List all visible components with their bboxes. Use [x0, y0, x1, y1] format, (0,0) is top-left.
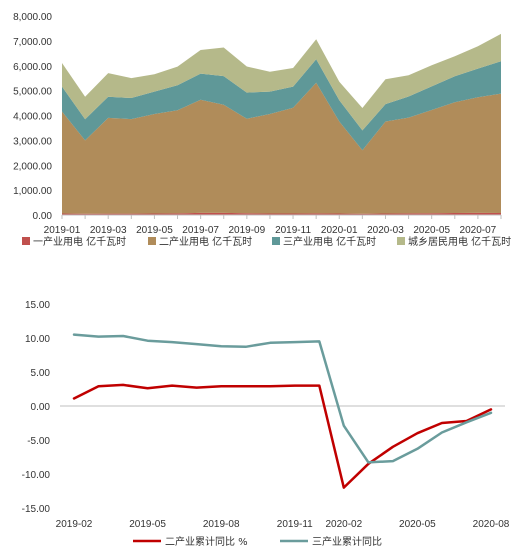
- y-tick-label: 3,000.00: [13, 136, 52, 147]
- y-tick-label: 6,000.00: [13, 62, 52, 73]
- y-tick-label: 7,000.00: [13, 37, 52, 48]
- y-tick-label: 15.00: [25, 300, 50, 311]
- area-series-4: [62, 33, 501, 131]
- legend-swatch: [272, 237, 280, 245]
- x-tick-label: 2019-03: [90, 225, 127, 236]
- area-series-1: [62, 212, 501, 215]
- x-tick-label: 2019-09: [228, 225, 265, 236]
- line-chart-legend: 二产业累计同比 % 三产业累计同比: [133, 535, 382, 548]
- yoy-line-chart: 15.00 10.00 5.00 0.00 -5.00 -10.00 -15.00 2019-…: [22, 300, 510, 530]
- x-tick-label: 2020-05: [413, 225, 450, 236]
- x-tick-label: 2019-11: [277, 519, 313, 530]
- line-series-1: [72, 383, 493, 489]
- x-tick-label: 2019-05: [129, 519, 166, 530]
- area-series-3: [62, 59, 501, 151]
- y-tick-label: 0.00: [33, 211, 53, 222]
- y-tick-label: 2,000.00: [13, 161, 52, 172]
- y-tick-label: 1,000.00: [13, 186, 52, 197]
- x-tick-label: 2020-03: [367, 225, 404, 236]
- x-tick-label: 2020-02: [325, 519, 362, 530]
- legend-label: 三产业用电 亿千瓦时: [283, 235, 376, 248]
- legend-label: 二产业用电 亿千瓦时: [159, 235, 252, 248]
- x-tick-label: 2020-01: [321, 225, 358, 236]
- line-series-2: [72, 333, 493, 464]
- x-tick-label: 2020-05: [399, 519, 436, 530]
- y-tick-label: 0.00: [31, 402, 51, 413]
- x-tick-label: 2019-01: [44, 225, 81, 236]
- legend-label: 一产业用电 亿千瓦时: [33, 235, 126, 248]
- legend-label: 城乡居民用电 亿千瓦时: [408, 235, 511, 248]
- legend-swatch: [397, 237, 405, 245]
- x-tick-label: 2019-11: [275, 225, 311, 236]
- legend-swatch: [148, 237, 156, 245]
- y-tick-label: -10.00: [22, 470, 51, 481]
- legend-label: 二产业累计同比 %: [165, 535, 248, 548]
- legend-swatch: [22, 237, 30, 245]
- y-tick-label: 5,000.00: [13, 87, 52, 98]
- y-tick-label: 8,000.00: [13, 12, 52, 23]
- x-tick-label: 2019-05: [136, 225, 173, 236]
- legend-label: 三产业累计同比: [312, 535, 382, 548]
- x-tick-label: 2019-02: [56, 519, 93, 530]
- x-tick-label: 2020-07: [460, 225, 497, 236]
- y-tick-label: -15.00: [22, 504, 51, 515]
- y-tick-label: 5.00: [31, 368, 51, 379]
- area-chart-legend: 一产业用电 亿千瓦时 二产业用电 亿千瓦时 三产业用电 亿千瓦时 城乡居民用电 亿千瓦…: [22, 235, 511, 248]
- y-tick-label: -5.00: [27, 436, 50, 447]
- y-tick-label: 4,000.00: [13, 112, 52, 123]
- stacked-area-chart: 0.00 1,000.00 2,000.00 3,000.00 4,000.00 5,00…: [13, 12, 502, 236]
- x-tick-label: 2020-08: [473, 519, 510, 530]
- x-tick-label: 2019-08: [203, 519, 240, 530]
- area-series-2: [62, 82, 501, 214]
- x-tick-label: 2019-07: [182, 225, 219, 236]
- y-tick-label: 10.00: [25, 334, 50, 345]
